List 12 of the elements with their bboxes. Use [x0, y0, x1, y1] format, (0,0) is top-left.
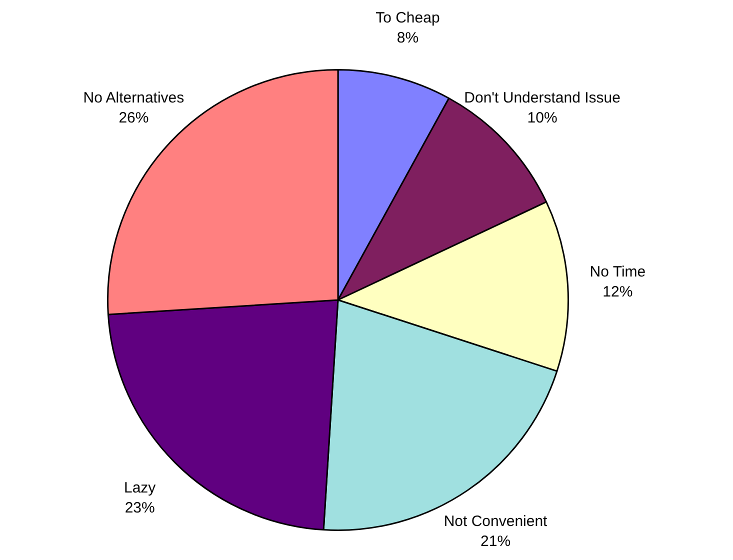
data-label: 26%	[118, 109, 149, 126]
slice-label: Don't Understand Issue	[464, 89, 620, 106]
slice-label: No Alternatives	[83, 89, 184, 106]
data-label: 21%	[480, 532, 511, 550]
data-label: 23%	[124, 499, 155, 516]
data-label: 12%	[602, 284, 633, 301]
data-label: 10%	[527, 109, 558, 126]
data-label: 8%	[396, 30, 419, 47]
slice-label: Not Convenient	[444, 512, 548, 530]
slice-label: Lazy	[124, 479, 156, 496]
slice-label: To Cheap	[376, 10, 440, 27]
slice-label: No Time	[590, 264, 646, 281]
